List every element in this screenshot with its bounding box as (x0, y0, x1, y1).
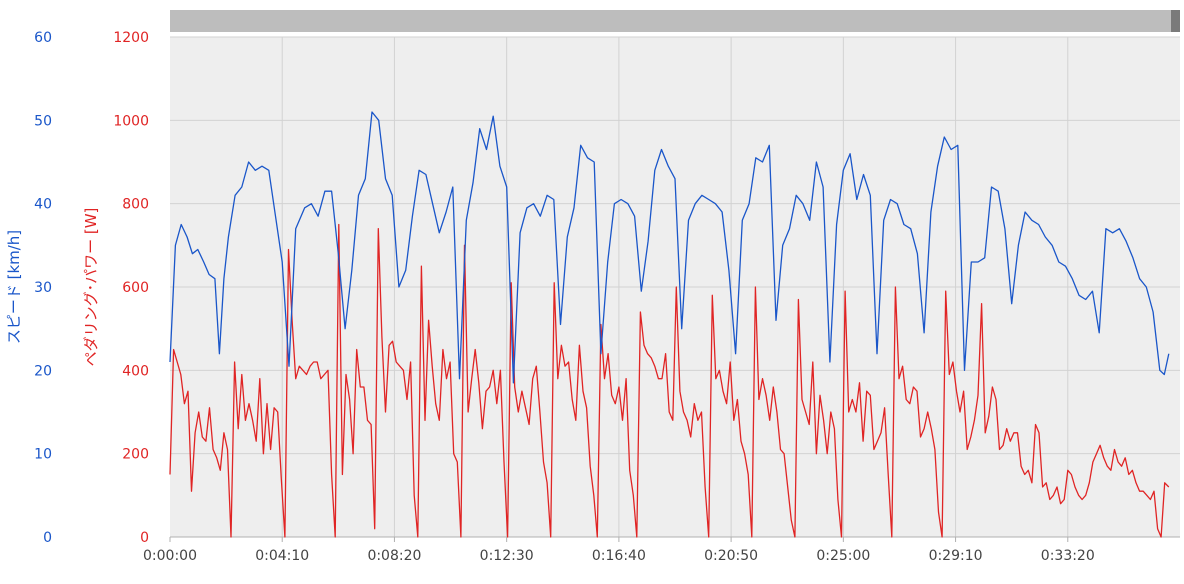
right-tick-label: 1000 (113, 113, 149, 129)
x-tick-label: 0:04:10 (255, 548, 309, 564)
speed-series-line (169, 111, 1170, 384)
series-lines (169, 111, 1170, 538)
right-tick-label: 600 (122, 280, 149, 296)
right-tick-label: 200 (122, 447, 149, 463)
left-tick-label: 20 (34, 363, 52, 379)
x-tick-label: 0:25:00 (816, 548, 870, 564)
x-tick-label: 0:12:30 (480, 548, 534, 564)
left-tick-label: 0 (43, 530, 52, 546)
left-axis-label: スピード [km/h] (5, 230, 23, 344)
right-tick-label: 400 (122, 363, 149, 379)
left-tick-label: 60 (34, 30, 52, 46)
x-tick-label: 0:00:00 (143, 548, 197, 564)
x-tick-label: 0:16:40 (592, 548, 646, 564)
right-tick-label: 1200 (113, 30, 149, 46)
left-tick-label: 30 (34, 280, 52, 296)
power-series-line (169, 223, 1170, 538)
x-tick-label: 0:33:20 (1041, 548, 1095, 564)
x-tick-label: 0:08:20 (367, 548, 421, 564)
x-tick-label: 0:29:10 (929, 548, 983, 564)
range-scrollbar-track[interactable] (170, 10, 1180, 32)
right-axis-tick-labels: 0 200 400 600 800 1000 1200 (113, 30, 149, 546)
left-tick-label: 40 (34, 197, 52, 213)
left-axis-tick-labels: 0 10 20 30 40 50 60 (34, 30, 52, 546)
left-tick-label: 50 (34, 113, 52, 129)
left-tick-label: 10 (34, 447, 52, 463)
range-scrollbar-handle[interactable] (1171, 10, 1180, 32)
x-tick-label: 0:20:50 (704, 548, 758, 564)
right-tick-label: 800 (122, 197, 149, 213)
right-tick-label: 0 (140, 530, 149, 546)
x-tick-labels: 0:00:00 0:04:10 0:08:20 0:12:30 0:16:40 0:20:… (143, 537, 1095, 564)
right-axis-label: ペダリング･パワー [W] (82, 208, 100, 367)
